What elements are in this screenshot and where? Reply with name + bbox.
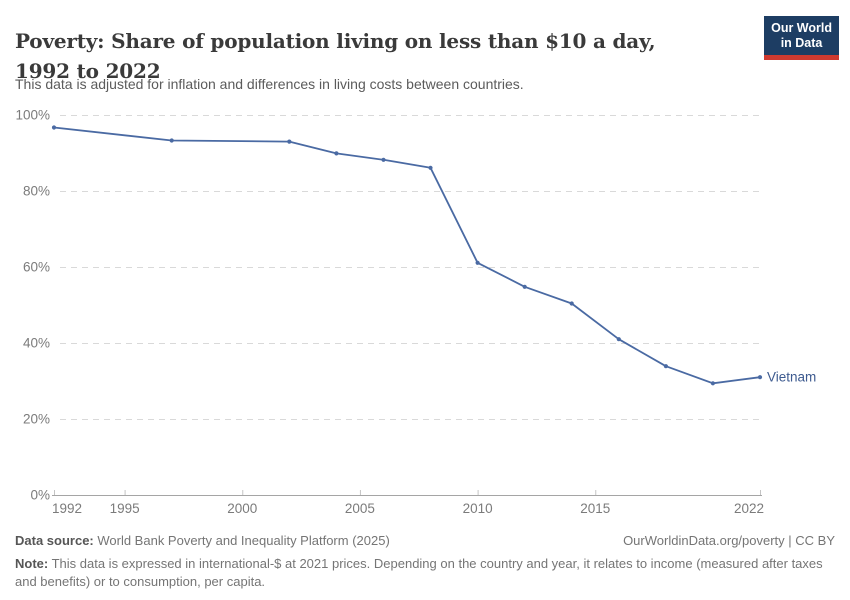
data-point-2008 [428, 165, 433, 170]
note-label: Note: [15, 556, 49, 571]
x-tick-label-2022: 2022 [734, 501, 764, 516]
page-title: Poverty: Share of population living on l… [15, 29, 656, 84]
data-point-2018 [663, 364, 669, 369]
data-source-label: Data source: [15, 533, 94, 548]
owid-logo-line1: Our World [771, 21, 832, 35]
owid-logo[interactable]: Our World in Data [764, 16, 839, 60]
data-point-2010 [475, 260, 480, 265]
y-tick-label-20: 20% [23, 412, 50, 427]
data-point-2006 [381, 157, 386, 162]
data-point-2012 [522, 284, 527, 289]
note-value: This data is expressed in international-… [15, 556, 823, 589]
data-point-2016 [616, 337, 621, 342]
y-tick-label-40: 40% [23, 336, 50, 351]
data-point-1997 [169, 138, 174, 143]
x-tick-label-1995: 1995 [110, 501, 140, 516]
x-tick-label-2015: 2015 [580, 501, 610, 516]
data-point-2014 [569, 301, 574, 306]
trend-line-vietnam [53, 126, 761, 385]
x-tick-label-2010: 2010 [463, 501, 493, 516]
y-tick-label-100: 100% [15, 108, 50, 123]
data-point-2022 [757, 375, 763, 380]
owid-logo-line2: in Data [780, 36, 823, 50]
chart-subtitle: This data is adjusted for inflation and … [15, 76, 524, 92]
y-tick-label-80: 80% [23, 184, 50, 199]
x-tick-label-1992: 1992 [52, 501, 82, 516]
series-end-label-vietnam: Vietnam [767, 370, 816, 385]
y-tick-label-60: 60% [23, 260, 50, 275]
owid-url-license[interactable]: OurWorldinData.org/poverty | CC BY [623, 533, 835, 548]
data-point-2004 [334, 151, 339, 156]
data-source-row: Data source: World Bank Poverty and Ineq… [15, 533, 835, 548]
poverty-line-chart: 0% 20% 40% 60% 80% 100% 1992 1995 2000 2005 2010 20… [15, 108, 816, 517]
y-tick-label-0: 0% [30, 488, 50, 503]
note-row: Note: This data is expressed in internat… [15, 555, 835, 591]
x-tick-label-2000: 2000 [227, 501, 257, 516]
data-point-2002 [287, 139, 292, 144]
data-point-1992 [51, 125, 57, 130]
x-tick-label-2005: 2005 [345, 501, 375, 516]
data-point-2020 [710, 381, 716, 386]
data-source-value: World Bank Poverty and Inequality Platfo… [93, 533, 390, 548]
